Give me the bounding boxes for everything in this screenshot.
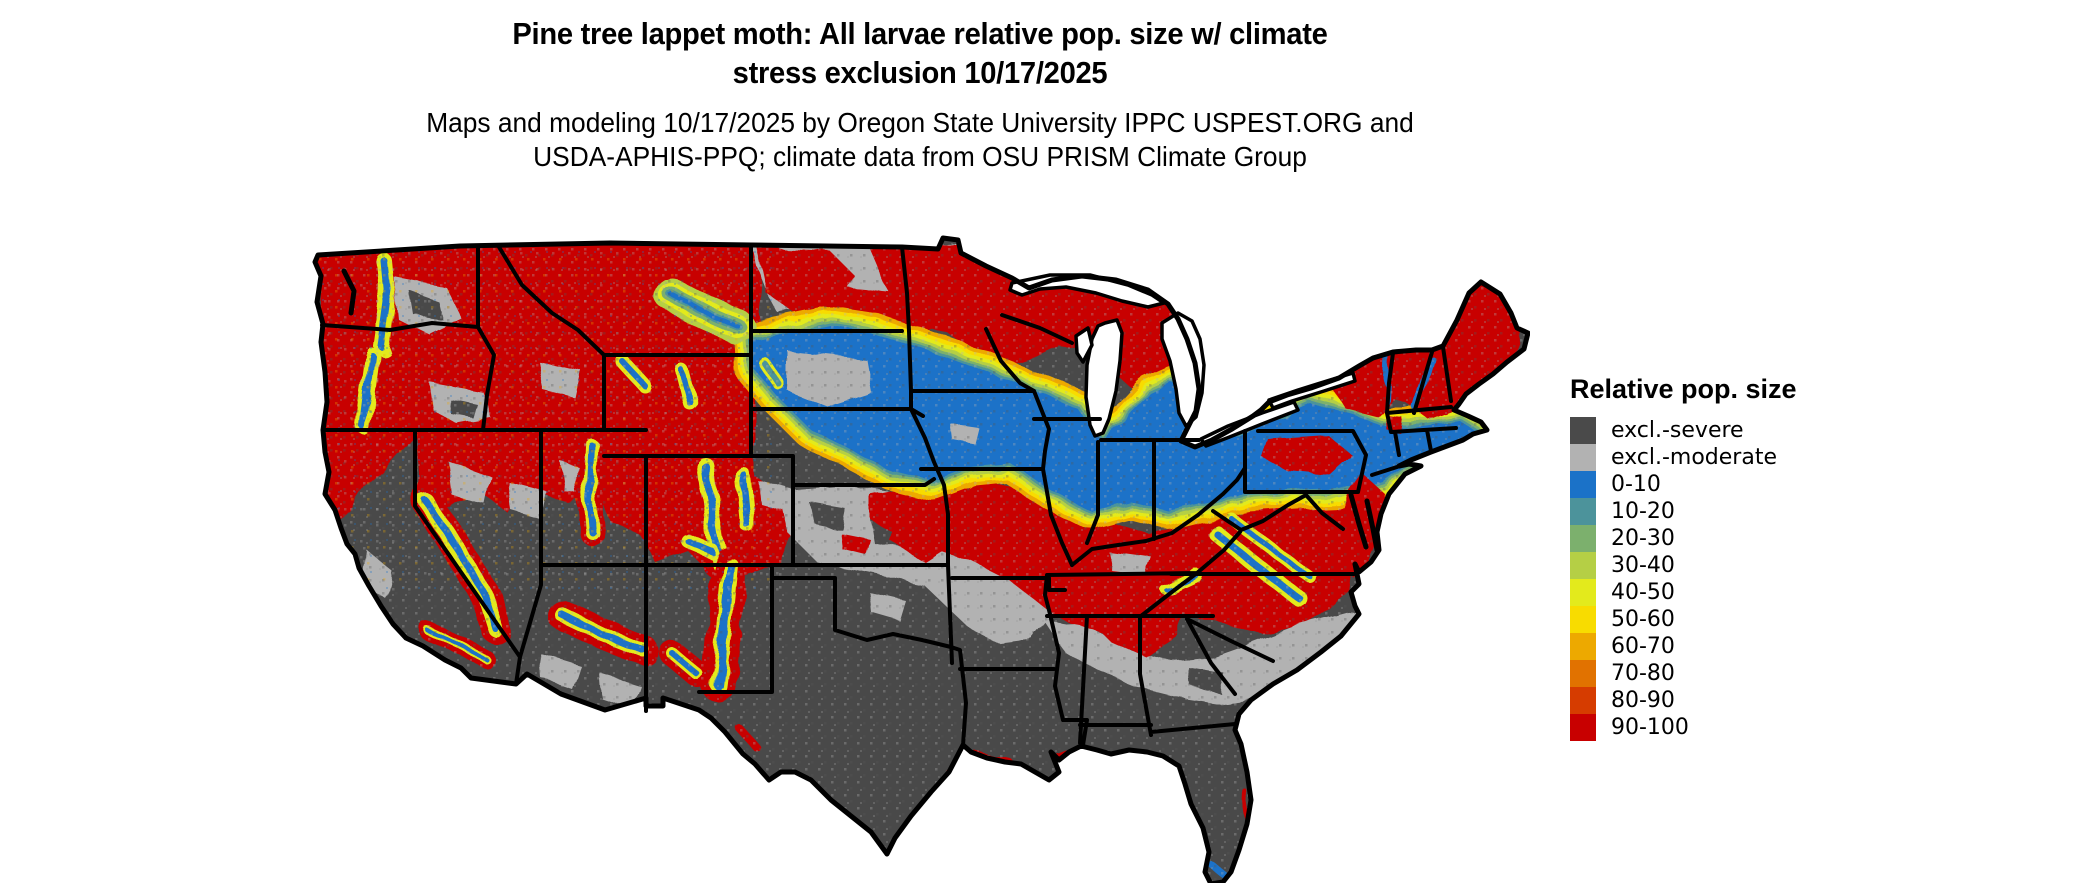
legend-label: 90-100 — [1611, 715, 1689, 740]
legend-item: 30-40 — [1570, 552, 1797, 579]
green-bay — [1074, 326, 1094, 364]
map-subtitle-line2: USDA-APHIS-PPQ; climate data from OSU PR… — [533, 141, 1307, 172]
raster-layer — [315, 238, 1528, 883]
legend-item: 70-80 — [1570, 660, 1797, 687]
us-choropleth-map — [310, 233, 1530, 883]
state-borders — [320, 245, 1458, 747]
legend-item: 10-20 — [1570, 498, 1797, 525]
legend-item: 90-100 — [1570, 714, 1797, 741]
legend-swatch — [1570, 417, 1596, 444]
figure-header: Pine tree lappet moth: All larvae relati… — [55, 14, 1785, 174]
legend-item: 50-60 — [1570, 606, 1797, 633]
map-subtitle: Maps and modeling 10/17/2025 by Oregon S… — [55, 106, 1785, 174]
legend-item: 40-50 — [1570, 579, 1797, 606]
map-title: Pine tree lappet moth: All larvae relati… — [55, 14, 1785, 92]
legend-swatch — [1570, 498, 1596, 525]
legend-title: Relative pop. size — [1570, 374, 1797, 404]
coastal-bays — [341, 268, 1380, 553]
legend-swatch — [1570, 687, 1596, 714]
legend-label: 70-80 — [1611, 661, 1675, 686]
legend-label: 40-50 — [1611, 580, 1675, 605]
legend-label: excl.-moderate — [1611, 445, 1777, 470]
legend-label: 80-90 — [1611, 688, 1675, 713]
legend-label: 50-60 — [1611, 607, 1675, 632]
legend-swatch — [1570, 660, 1596, 687]
legend-item: 80-90 — [1570, 687, 1797, 714]
us-outline — [312, 235, 1530, 883]
legend-swatch — [1570, 606, 1596, 633]
legend-item: excl.-severe — [1570, 417, 1797, 444]
legend-swatch — [1570, 444, 1596, 471]
legend-item: 20-30 — [1570, 525, 1797, 552]
legend-items: excl.-severe excl.-moderate 0-10 10-20 20-30… — [1570, 417, 1797, 741]
legend-swatch — [1570, 471, 1596, 498]
legend-item: 0-10 — [1570, 471, 1797, 498]
legend-label: 0-10 — [1611, 472, 1661, 497]
legend-swatch — [1570, 525, 1596, 552]
legend-swatch — [1570, 714, 1596, 741]
legend-item: excl.-moderate — [1570, 444, 1797, 471]
legend-swatch — [1570, 579, 1596, 606]
map-subtitle-line1: Maps and modeling 10/17/2025 by Oregon S… — [426, 107, 1414, 138]
map-title-line2: stress exclusion 10/17/2025 — [732, 55, 1108, 90]
legend-swatch — [1570, 633, 1596, 660]
legend-label: 60-70 — [1611, 634, 1675, 659]
legend-label: 20-30 — [1611, 526, 1675, 551]
map-title-line1: Pine tree lappet moth: All larvae relati… — [512, 16, 1328, 51]
legend-item: 60-70 — [1570, 633, 1797, 660]
legend-label: excl.-severe — [1611, 418, 1744, 443]
legend-swatch — [1570, 552, 1596, 579]
us-map-svg — [312, 235, 1530, 883]
legend-label: 30-40 — [1611, 553, 1675, 578]
lake-huron — [1160, 311, 1206, 428]
legend: Relative pop. size excl.-severe excl.-mod… — [1570, 374, 1797, 741]
legend-label: 10-20 — [1611, 499, 1675, 524]
